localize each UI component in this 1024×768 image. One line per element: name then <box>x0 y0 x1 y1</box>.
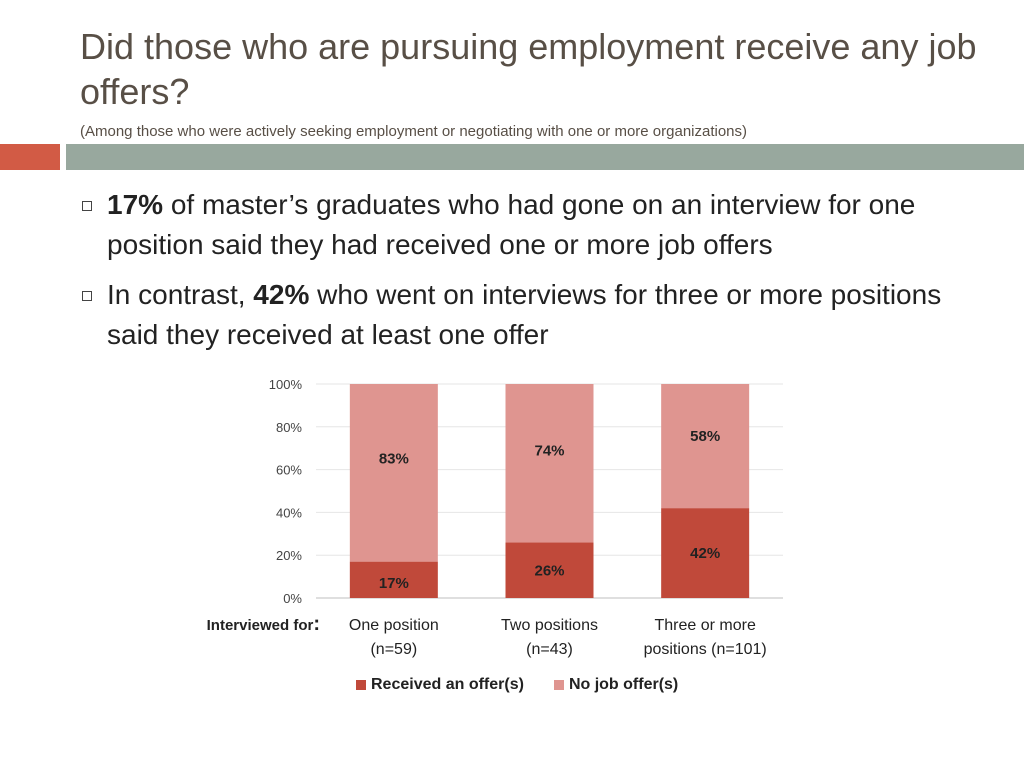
x-category-label: One position <box>349 617 439 634</box>
bullet-highlight: 17% <box>107 189 164 220</box>
y-tick-label: 60% <box>276 463 302 478</box>
accent-bar-left <box>0 144 60 170</box>
accent-bar-right <box>66 144 1024 170</box>
y-tick-label: 20% <box>276 548 302 563</box>
bullet-item: 17% of master’s graduates who had gone o… <box>80 185 980 265</box>
page-subtitle: (Among those who were actively seeking e… <box>80 123 748 140</box>
data-label-received: 17% <box>379 575 409 592</box>
legend-item-no-offer: No job offer(s) <box>553 676 679 694</box>
legend-swatch-no-offer <box>553 680 564 690</box>
bullet-item: In contrast, 42% who went on interviews … <box>80 275 980 355</box>
legend-swatch-received <box>356 680 366 690</box>
data-label-no-offer: 58% <box>690 428 720 445</box>
page-title: Did those who are pursuing employment re… <box>80 26 977 112</box>
y-tick-label: 0% <box>283 591 302 606</box>
data-label-no-offer: 74% <box>534 443 564 460</box>
x-category-label: Three or more <box>654 617 755 634</box>
y-tick-label: 80% <box>276 420 302 435</box>
square-bullet-icon <box>82 291 92 301</box>
square-bullet-icon <box>82 201 92 211</box>
bullet-text-after: of master’s graduates who had gone on an… <box>107 189 916 260</box>
legend-label-no-offer: No job offer(s) <box>568 676 679 693</box>
bar-received <box>349 561 438 598</box>
x-category-label: positions (n=101) <box>644 641 767 658</box>
y-tick-label: 40% <box>276 505 302 520</box>
bar-no-offer <box>349 384 438 562</box>
bullet-text-after: who went on interviews for three or more… <box>107 279 942 350</box>
y-tick-label: 100% <box>269 377 303 392</box>
x-category-label: (n=43) <box>526 641 573 658</box>
data-label-received: 42% <box>690 545 720 562</box>
chart-legend: Received an offer(s) No job offer(s) <box>356 676 678 694</box>
x-category-label: (n=59) <box>370 641 417 658</box>
x-axis-prefix-label: Interviewed for: <box>207 613 320 635</box>
bullet-text-before: In contrast, <box>107 279 254 310</box>
legend-item-received: Received an offer(s) <box>356 676 524 694</box>
bullet-highlight: 42% <box>253 279 310 310</box>
data-label-no-offer: 83% <box>379 451 409 468</box>
stacked-bar-chart: 0% 20% 40% 60% 80% 100% 17% 83% One position (n=5… <box>207 377 783 658</box>
data-label-received: 26% <box>534 562 564 579</box>
legend-label-received: Received an offer(s) <box>371 676 524 693</box>
bar-no-offer <box>661 384 750 509</box>
bar-no-offer <box>505 384 594 543</box>
bar-received <box>505 542 594 598</box>
bullet-list: 17% of master’s graduates who had gone o… <box>80 185 980 365</box>
x-category-label: Two positions <box>501 617 598 634</box>
bar-received <box>661 508 750 598</box>
